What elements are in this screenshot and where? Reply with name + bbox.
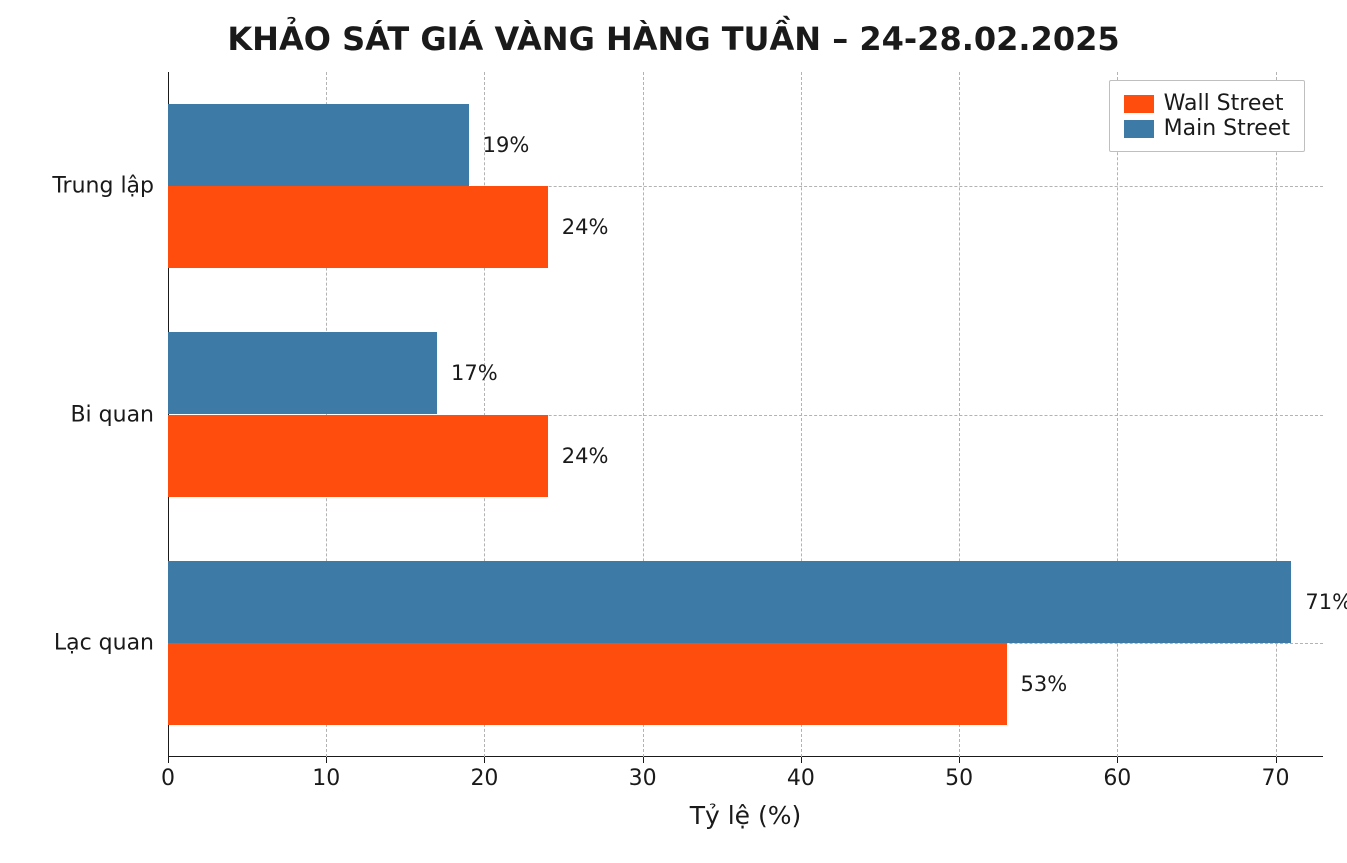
x-tick: [1117, 757, 1118, 763]
x-tick-label: 70: [1262, 766, 1290, 791]
chart-container: KHẢO SÁT GIÁ VÀNG HÀNG TUẦN – 24-28.02.2…: [0, 0, 1347, 863]
bar: [168, 104, 469, 186]
x-tick: [484, 757, 485, 763]
legend-swatch: [1124, 120, 1154, 138]
x-tick-label: 10: [312, 766, 340, 791]
bar: [168, 561, 1291, 643]
bar-value-label: 24%: [562, 215, 609, 239]
x-axis-line: [168, 756, 1323, 757]
bar: [168, 415, 548, 497]
bar: [168, 332, 437, 414]
bar-value-label: 71%: [1305, 590, 1347, 614]
x-tick: [643, 757, 644, 763]
legend-swatch: [1124, 95, 1154, 113]
x-tick-label: 40: [787, 766, 815, 791]
bar: [168, 186, 548, 268]
legend-label: Main Street: [1164, 116, 1290, 141]
legend-item: Main Street: [1124, 116, 1290, 141]
legend: Wall StreetMain Street: [1109, 80, 1305, 152]
x-tick: [1276, 757, 1277, 763]
x-axis-title: Tỷ lệ (%): [168, 801, 1323, 830]
x-tick-label: 50: [945, 766, 973, 791]
x-tick: [959, 757, 960, 763]
chart-title: KHẢO SÁT GIÁ VÀNG HÀNG TUẦN – 24-28.02.2…: [0, 20, 1347, 58]
x-tick-label: 20: [470, 766, 498, 791]
bar-value-label: 24%: [562, 444, 609, 468]
x-tick-label: 60: [1103, 766, 1131, 791]
y-tick-label: Bi quan: [70, 402, 154, 427]
y-tick-label: Trung lập: [52, 174, 154, 199]
y-tick-label: Lạc quan: [54, 630, 154, 655]
bar-value-label: 53%: [1021, 672, 1068, 696]
x-tick: [168, 757, 169, 763]
x-tick-label: 30: [629, 766, 657, 791]
plot-area: 010203040506070Lạc quan53%71%Bi quan24%1…: [168, 72, 1323, 757]
x-tick: [801, 757, 802, 763]
bar-value-label: 19%: [483, 133, 530, 157]
x-tick: [326, 757, 327, 763]
legend-item: Wall Street: [1124, 91, 1290, 116]
bar-value-label: 17%: [451, 361, 498, 385]
x-tick-label: 0: [161, 766, 175, 791]
legend-label: Wall Street: [1164, 91, 1284, 116]
bar: [168, 643, 1007, 725]
